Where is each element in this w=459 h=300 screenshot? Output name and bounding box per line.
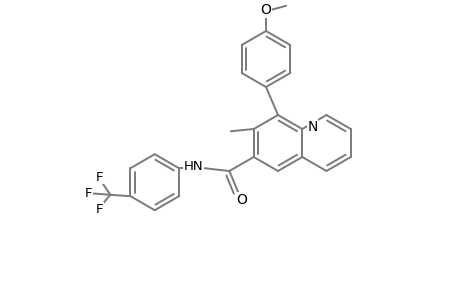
Text: O: O xyxy=(235,193,246,207)
Text: HN: HN xyxy=(183,160,203,173)
Text: F: F xyxy=(95,203,103,216)
Text: N: N xyxy=(307,120,317,134)
Text: O: O xyxy=(260,3,271,17)
Text: F: F xyxy=(84,187,92,200)
Text: F: F xyxy=(95,171,103,184)
